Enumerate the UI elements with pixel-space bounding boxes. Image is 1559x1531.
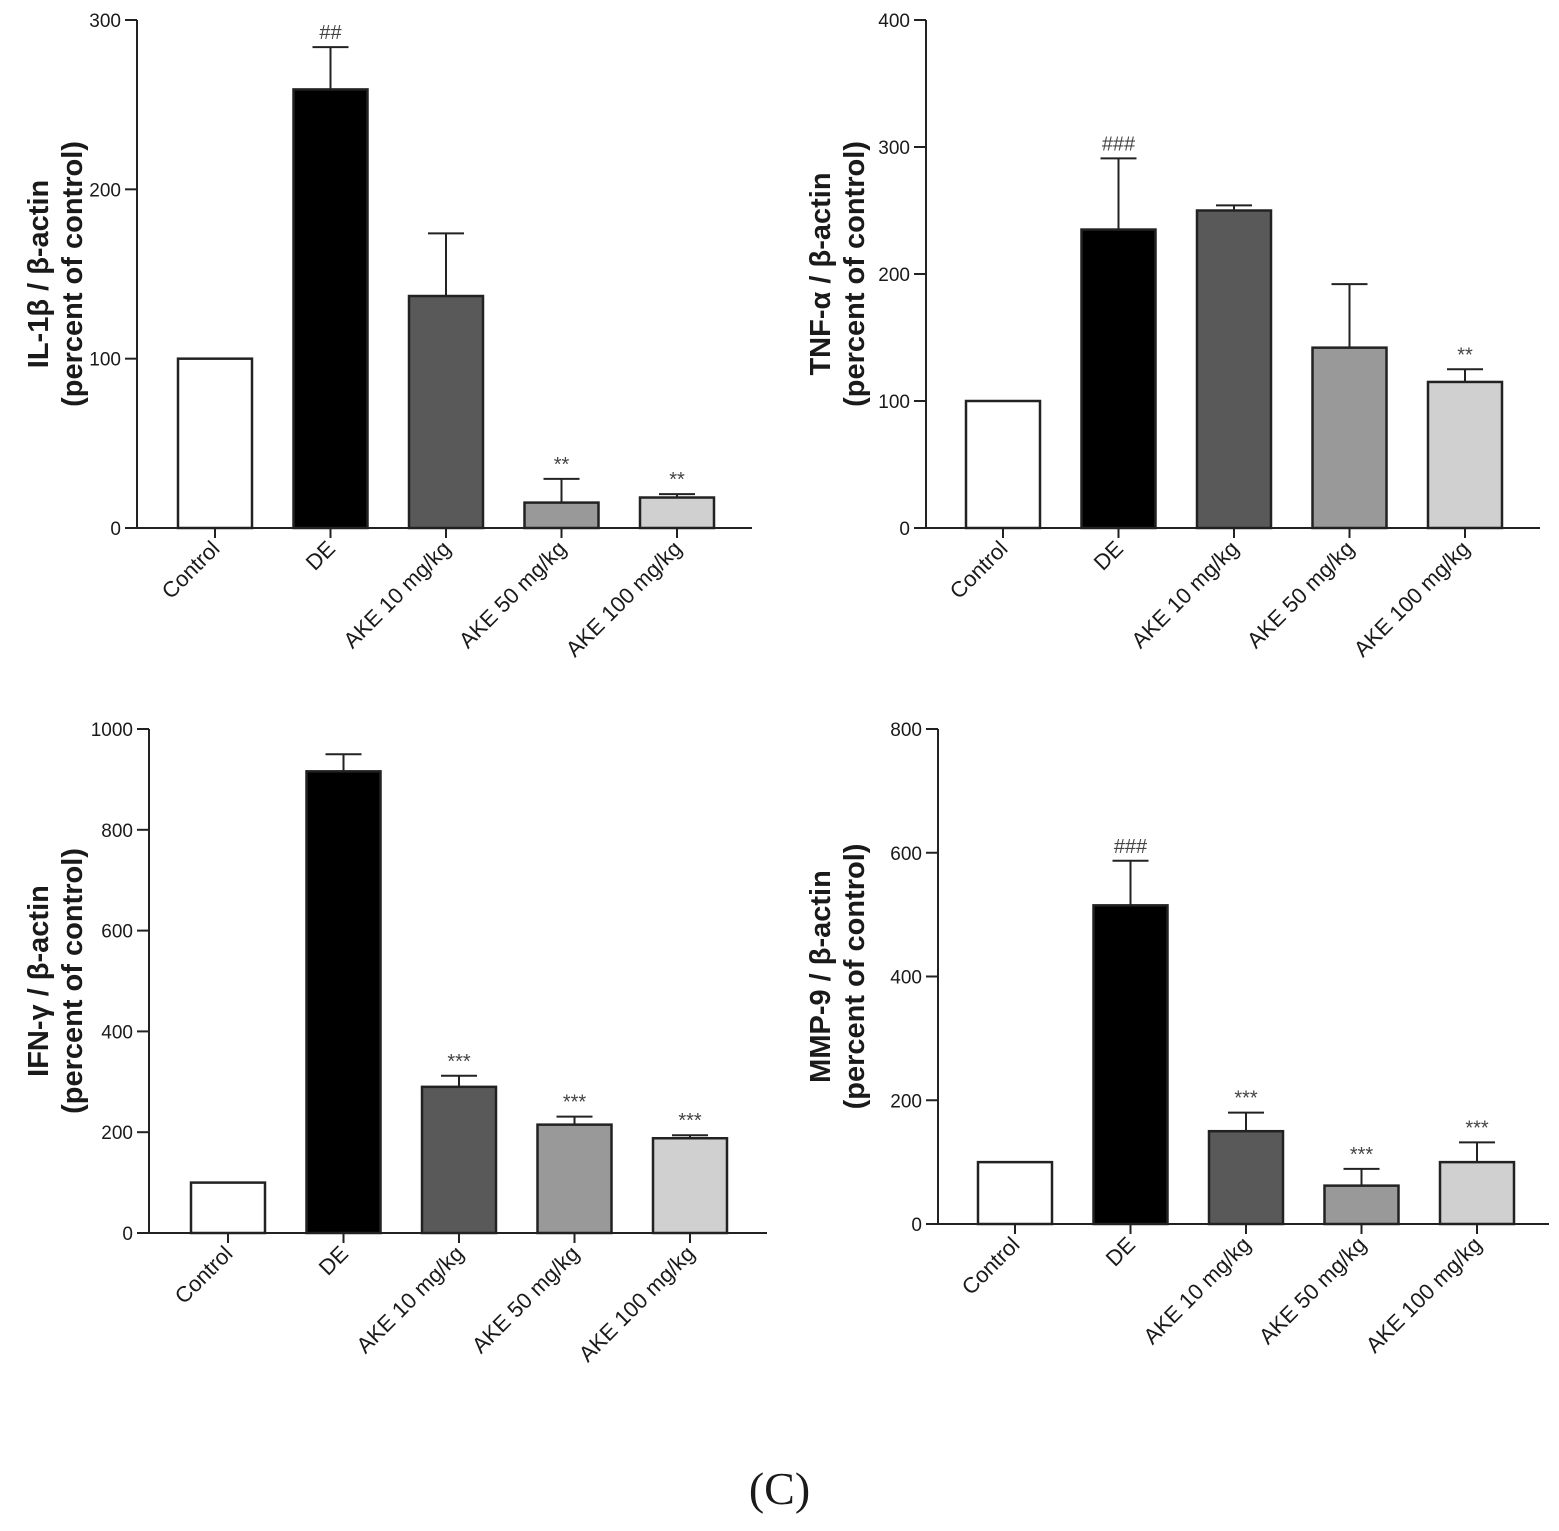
category-label: AKE 10 mg/kg	[351, 1241, 468, 1358]
category-label: DE	[1089, 536, 1128, 575]
category-label: AKE 100 mg/kg	[561, 536, 687, 662]
significance-label: **	[669, 469, 685, 491]
bar	[176, 357, 254, 530]
bar	[1311, 346, 1388, 530]
y-tick-label: 0	[110, 519, 121, 540]
significance-label: ***	[1350, 1144, 1374, 1166]
y-axis-label-line: IL-1β / β-actin	[23, 180, 55, 368]
category-label: AKE 100 mg/kg	[1361, 1232, 1487, 1358]
bar	[1438, 1160, 1516, 1226]
y-axis-label-line: (percent of control)	[839, 844, 871, 1110]
y-tick-label: 600	[890, 844, 922, 865]
chart-panel-2: 0 100 200 300 400 TNF-α / β-actin(percent of …	[805, 11, 1540, 662]
y-tick-label: 300	[878, 138, 910, 159]
category-label: AKE 100 mg/kg	[1349, 536, 1475, 662]
category-label: Control	[170, 1241, 238, 1309]
y-axis-label-line: MMP-9 / β-actin	[805, 870, 837, 1083]
y-tick-label: 200	[890, 1091, 922, 1112]
y-axis-label: TNF-α / β-actin(percent of control)	[805, 141, 871, 407]
significance-label: ***	[1465, 1117, 1489, 1139]
bar	[964, 399, 1042, 530]
significance-label: ***	[447, 1051, 471, 1073]
bar	[189, 1181, 267, 1235]
chart-panel-4: 0 200 400 600 800 MMP-9 / β-actin(percent of …	[805, 720, 1549, 1358]
bar	[1080, 228, 1157, 530]
significance-label: ***	[563, 1092, 587, 1114]
y-tick-label: 1000	[91, 720, 133, 741]
category-label: AKE 10 mg/kg	[1126, 536, 1243, 653]
category-label: Control	[945, 536, 1013, 604]
significance-label: ##	[319, 22, 342, 44]
y-tick-label: 200	[101, 1123, 133, 1144]
y-axis-label-line: (percent of control)	[839, 141, 871, 407]
y-axis-label-line: (percent of control)	[57, 848, 89, 1114]
y-axis-label-line: (percent of control)	[57, 141, 89, 407]
y-tick-label: 800	[890, 720, 922, 741]
chart-panel-3: 0 200 400 600 800 1000 IFN-γ / β-actin(percent…	[23, 720, 767, 1367]
panel-caption: (C)	[748, 1463, 811, 1514]
significance-label: ***	[1234, 1088, 1258, 1110]
bar	[407, 294, 485, 530]
bar	[651, 1136, 729, 1235]
category-label: DE	[1101, 1232, 1140, 1271]
bar	[420, 1085, 498, 1235]
category-label: AKE 10 mg/kg	[338, 536, 455, 653]
y-axis-label-line: IFN-γ / β-actin	[23, 885, 55, 1077]
y-tick-label: 400	[890, 968, 922, 989]
category-label: Control	[957, 1232, 1025, 1300]
category-label: Control	[157, 536, 225, 604]
bar	[976, 1160, 1054, 1226]
y-tick-label: 0	[122, 1224, 133, 1245]
y-tick-label: 200	[89, 180, 121, 201]
y-tick-label: 0	[911, 1215, 922, 1236]
category-label: AKE 50 mg/kg	[1254, 1232, 1371, 1349]
significance-label: ***	[678, 1110, 702, 1132]
chart-panel-1: 0 100 200 300 IL-1β / β-actin(percent of con…	[23, 11, 752, 662]
significance-label: ###	[1102, 133, 1136, 155]
y-axis-label: IL-1β / β-actin(percent of control)	[23, 141, 89, 407]
significance-label: **	[554, 454, 570, 476]
y-axis-label-line: TNF-α / β-actin	[805, 172, 837, 375]
y-tick-label: 0	[899, 519, 910, 540]
y-tick-label: 800	[101, 821, 133, 842]
y-tick-label: 200	[878, 265, 910, 286]
bar	[638, 496, 716, 530]
y-tick-label: 600	[101, 922, 133, 943]
category-label: AKE 100 mg/kg	[574, 1241, 700, 1367]
bar	[523, 501, 600, 530]
significance-label: **	[1457, 344, 1473, 366]
bar	[1195, 209, 1273, 530]
bar	[536, 1123, 613, 1235]
bar	[1323, 1184, 1400, 1226]
y-axis-label: MMP-9 / β-actin(percent of control)	[805, 844, 871, 1110]
y-tick-label: 400	[101, 1022, 133, 1043]
category-label: DE	[314, 1241, 353, 1280]
y-tick-label: 300	[89, 11, 121, 32]
category-label: AKE 50 mg/kg	[454, 536, 571, 653]
category-label: AKE 10 mg/kg	[1138, 1232, 1255, 1349]
category-label: AKE 50 mg/kg	[1242, 536, 1359, 653]
category-label: AKE 50 mg/kg	[467, 1241, 584, 1358]
bar	[1092, 904, 1169, 1226]
significance-label: ###	[1114, 836, 1148, 858]
bar	[292, 88, 369, 530]
y-axis-label: IFN-γ / β-actin(percent of control)	[23, 848, 89, 1114]
bar	[305, 770, 382, 1235]
bar	[1426, 380, 1504, 530]
y-tick-label: 100	[89, 350, 121, 371]
category-label: DE	[301, 536, 340, 575]
y-tick-label: 100	[878, 392, 910, 413]
bar	[1207, 1129, 1285, 1226]
y-tick-label: 400	[878, 11, 910, 32]
